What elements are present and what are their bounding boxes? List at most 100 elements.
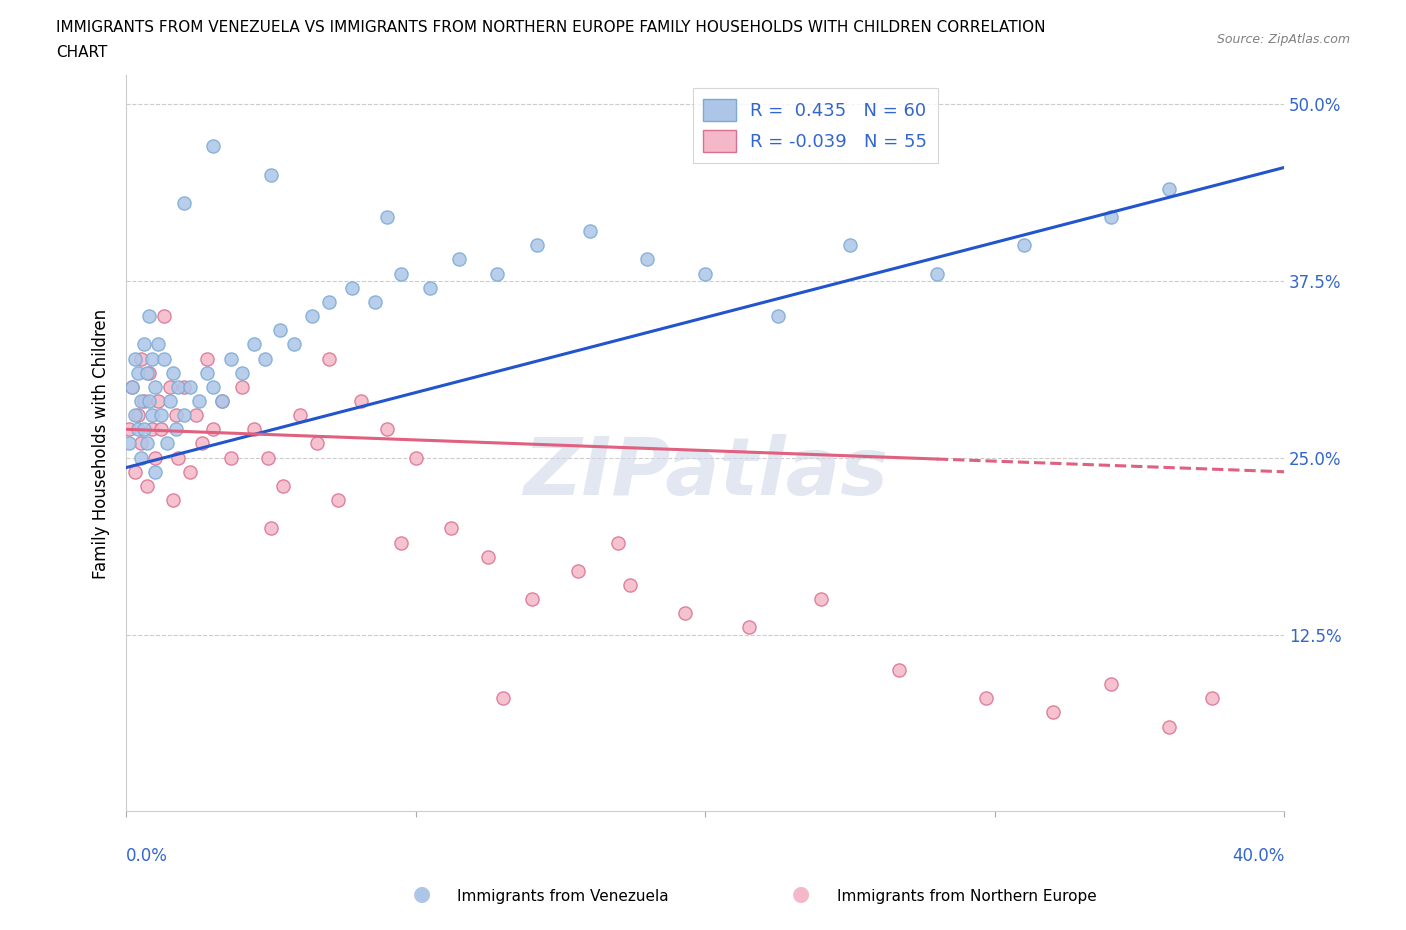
Point: [165, 422, 187, 437]
Point: [146, 337, 169, 352]
Point: [1157, 181, 1180, 196]
Point: [162, 493, 184, 508]
Point: [184, 407, 207, 422]
Point: [889, 662, 911, 677]
Point: [121, 379, 143, 394]
Point: [318, 295, 340, 310]
Point: [269, 323, 291, 338]
Text: IMMIGRANTS FROM VENEZUELA VS IMMIGRANTS FROM NORTHERN EUROPE FAMILY HOUSEHOLDS W: IMMIGRANTS FROM VENEZUELA VS IMMIGRANTS …: [56, 20, 1046, 35]
Point: [167, 450, 190, 465]
Point: [135, 365, 157, 380]
Point: [619, 578, 641, 592]
Point: [271, 479, 294, 494]
Point: [129, 450, 152, 465]
Text: CHART: CHART: [56, 45, 108, 60]
Point: [1099, 209, 1122, 224]
Point: [695, 266, 717, 281]
Text: ZIPatlas: ZIPatlas: [523, 434, 887, 512]
Text: Immigrants from Venezuela: Immigrants from Venezuela: [457, 889, 669, 904]
Point: [492, 691, 515, 706]
Point: [138, 309, 160, 324]
Point: [150, 422, 173, 437]
Legend: R =  0.435   N = 60, R = -0.039   N = 55: R = 0.435 N = 60, R = -0.039 N = 55: [693, 88, 938, 163]
Point: [195, 365, 218, 380]
Point: [839, 238, 862, 253]
Point: [129, 436, 152, 451]
Point: [141, 352, 163, 366]
Point: [389, 266, 412, 281]
Point: [326, 493, 349, 508]
Point: [138, 365, 160, 380]
Point: [810, 591, 832, 606]
Point: [173, 195, 195, 210]
Point: [1012, 238, 1035, 253]
Point: [129, 393, 152, 408]
Point: [162, 365, 184, 380]
Point: [578, 224, 600, 239]
Point: [375, 422, 398, 437]
Point: [132, 337, 155, 352]
Point: [242, 422, 264, 437]
Point: [419, 280, 441, 295]
Point: [202, 379, 225, 394]
Point: [477, 550, 499, 565]
Point: [439, 521, 461, 536]
Point: [121, 379, 143, 394]
Point: [1042, 705, 1064, 720]
Point: [124, 464, 146, 479]
Point: [254, 352, 277, 366]
Point: [179, 379, 201, 394]
Text: Source: ZipAtlas.com: Source: ZipAtlas.com: [1216, 33, 1350, 46]
Point: [156, 436, 179, 451]
Point: [124, 352, 146, 366]
Point: [375, 209, 398, 224]
Point: [129, 352, 152, 366]
Point: [449, 252, 471, 267]
Point: [127, 407, 149, 422]
Point: [165, 407, 187, 422]
Point: [673, 605, 696, 620]
Point: [143, 464, 166, 479]
Point: [485, 266, 508, 281]
Point: [138, 393, 160, 408]
Point: [141, 407, 163, 422]
Point: [350, 393, 373, 408]
Point: [526, 238, 548, 253]
Point: [219, 450, 242, 465]
Point: [607, 535, 630, 550]
Point: [1201, 691, 1223, 706]
Point: [118, 436, 141, 451]
Point: [202, 139, 225, 153]
Text: Immigrants from Northern Europe: Immigrants from Northern Europe: [837, 889, 1097, 904]
Point: [118, 422, 141, 437]
Point: [520, 591, 543, 606]
Point: [187, 393, 209, 408]
Point: [173, 379, 195, 394]
Point: [301, 309, 323, 324]
Point: [132, 422, 155, 437]
Text: 40.0%: 40.0%: [1232, 847, 1284, 865]
Point: [143, 379, 166, 394]
Point: [567, 564, 589, 578]
Point: [231, 365, 253, 380]
Text: 0.0%: 0.0%: [127, 847, 169, 865]
Point: [219, 352, 242, 366]
Point: [307, 436, 329, 451]
Point: [364, 295, 387, 310]
Point: [636, 252, 658, 267]
Point: [738, 620, 761, 635]
Point: [153, 309, 176, 324]
Point: [925, 266, 948, 281]
Point: [340, 280, 363, 295]
Point: [389, 535, 412, 550]
Point: [167, 379, 190, 394]
Text: ●: ●: [793, 884, 810, 904]
Point: [766, 309, 789, 324]
Point: [141, 422, 163, 437]
Point: [173, 407, 195, 422]
Point: [974, 691, 997, 706]
Point: [159, 393, 181, 408]
Point: [260, 521, 283, 536]
Point: [211, 393, 233, 408]
Point: [288, 407, 311, 422]
